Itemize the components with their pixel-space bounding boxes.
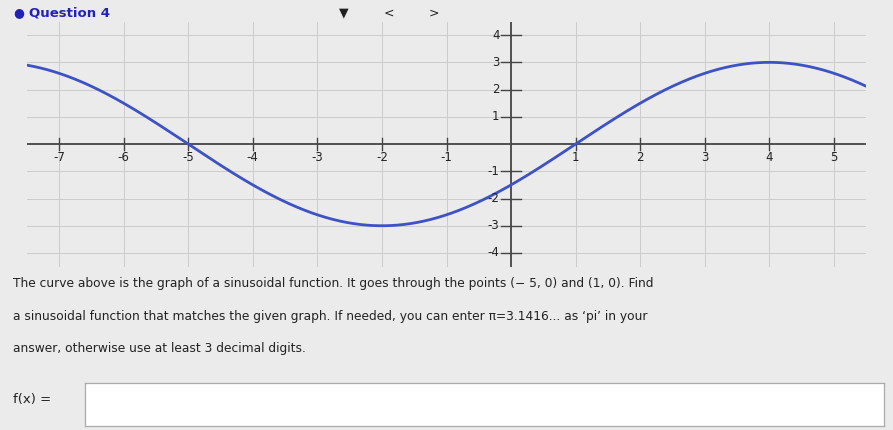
Text: -3: -3 [488,219,499,232]
Text: -2: -2 [488,192,499,205]
Text: -4: -4 [246,151,259,164]
Text: ▼: ▼ [339,6,349,19]
Text: 1: 1 [572,151,580,164]
Text: -2: -2 [376,151,388,164]
Text: 3: 3 [701,151,708,164]
Text: ●: ● [13,6,24,19]
Text: 2: 2 [637,151,644,164]
Text: -1: -1 [488,165,499,178]
Text: 3: 3 [492,56,499,69]
Text: 4: 4 [765,151,773,164]
Text: 5: 5 [830,151,838,164]
Text: -3: -3 [312,151,323,164]
Text: The curve above is the graph of a sinusoidal function. It goes through the point: The curve above is the graph of a sinuso… [13,277,654,290]
Text: Question 4: Question 4 [29,6,110,19]
Text: -6: -6 [118,151,129,164]
Text: 4: 4 [492,29,499,42]
Text: -5: -5 [182,151,194,164]
Text: >: > [429,6,439,19]
Text: -7: -7 [54,151,65,164]
Text: <: < [384,6,395,19]
Text: 1: 1 [492,111,499,123]
Text: -1: -1 [440,151,453,164]
Text: -4: -4 [488,246,499,259]
Text: f(x) =: f(x) = [13,393,52,406]
Text: a sinusoidal function that matches the given graph. If needed, you can enter π=3: a sinusoidal function that matches the g… [13,310,648,322]
Text: answer, otherwise use at least 3 decimal digits.: answer, otherwise use at least 3 decimal… [13,342,306,355]
Text: 2: 2 [492,83,499,96]
